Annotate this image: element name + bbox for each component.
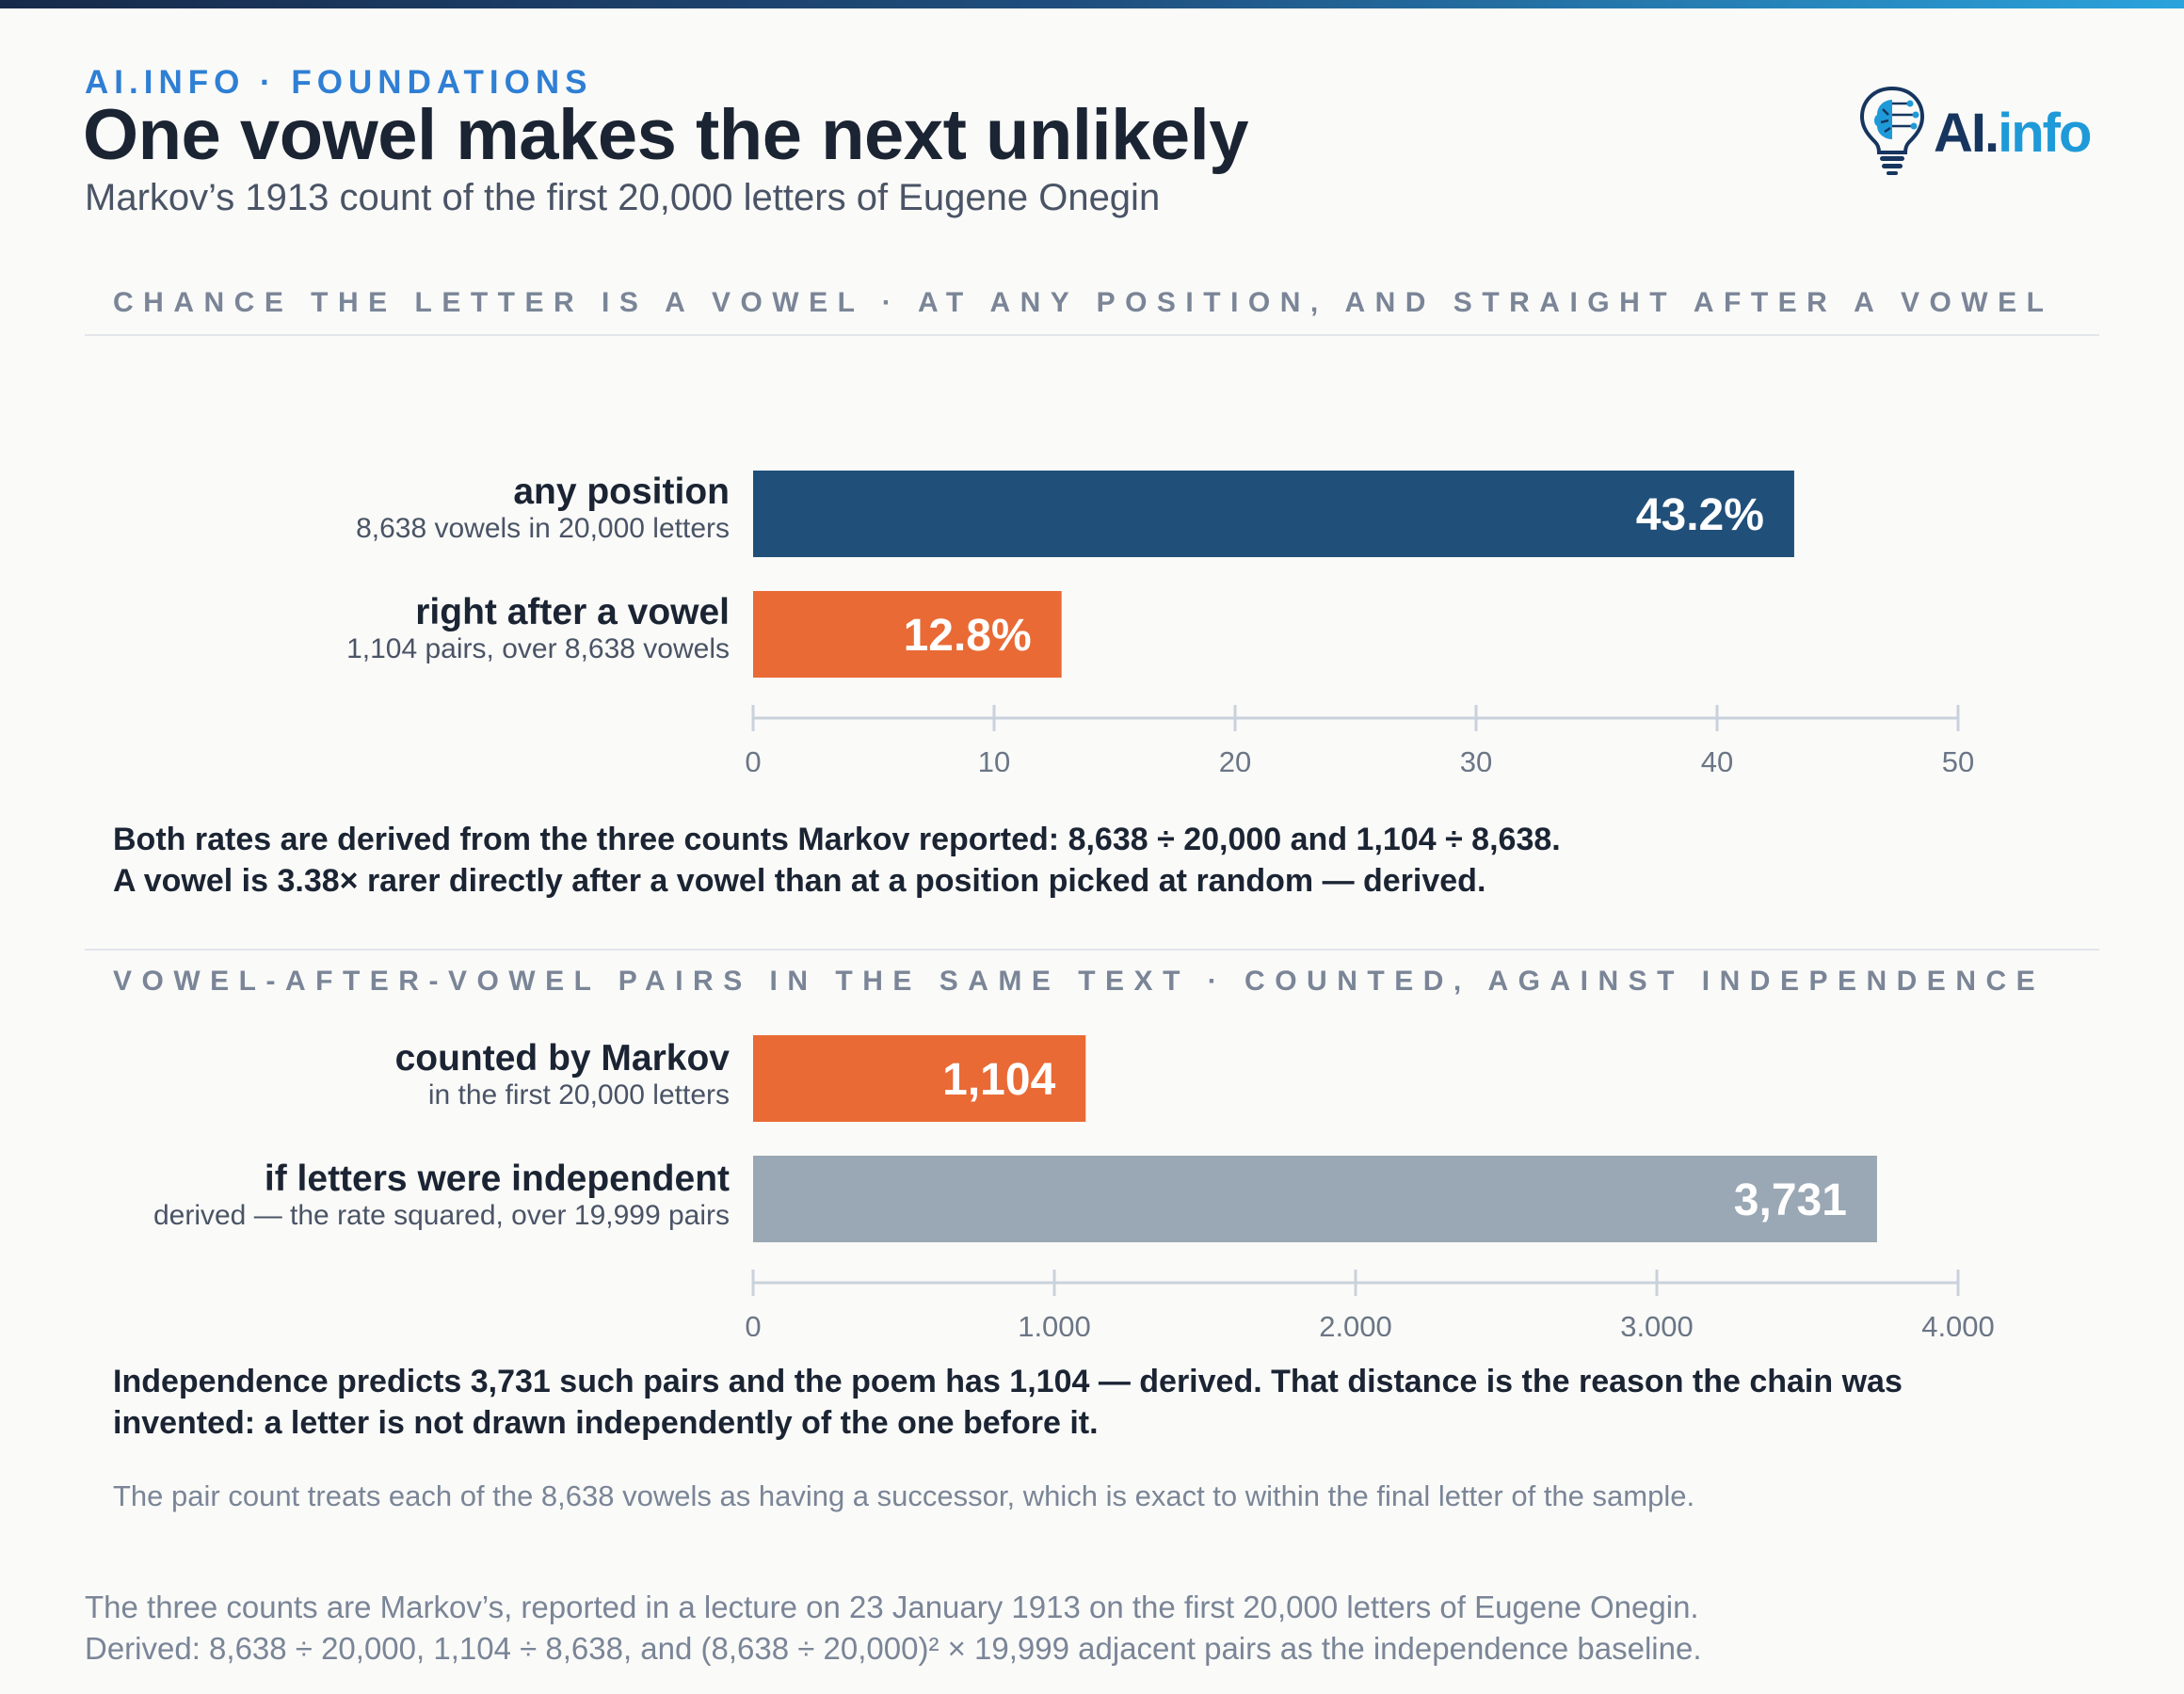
- row-label-sub: 1,104 pairs, over 8,638 vowels: [346, 633, 730, 664]
- pairs-note: Independence predicts 3,731 such pairs a…: [113, 1364, 1903, 1441]
- section-heading-pairs: VOWEL-AFTER-VOWEL PAIRS IN THE SAME TEXT…: [113, 966, 2046, 997]
- lightbulb-brain-icon: [1859, 86, 1925, 175]
- page-title: One vowel makes the next unlikely: [83, 95, 1248, 175]
- row-label-main: counted by Markov: [394, 1038, 730, 1079]
- x-tick-label: 40: [1701, 745, 1733, 772]
- x-tick-label: 0: [745, 1310, 761, 1336]
- row-label-main: if letters were independent: [264, 1159, 730, 1199]
- bar-value-label: 3,731: [1734, 1175, 1847, 1225]
- row-label-sub: 8,638 vowels in 20,000 letters: [356, 513, 730, 544]
- bar-1: [753, 471, 1794, 557]
- x-tick-label: 50: [1942, 745, 1974, 772]
- vowel-rate-bar-chart: 43.2% 12.8% 0 10 20 30 40 50: [745, 471, 1974, 772]
- section-divider: [85, 334, 2099, 336]
- source-note: The three counts are Markov’s, reported …: [85, 1587, 1701, 1670]
- row-label-after-vowel: right after a vowel 1,104 pairs, over 8,…: [346, 593, 730, 666]
- x-tick-label: 10: [978, 745, 1010, 772]
- row-label-any-position: any position 8,638 vowels in 20,000 lett…: [356, 472, 730, 546]
- x-tick-label: 30: [1460, 745, 1492, 772]
- kicker: AI.INFO · FOUNDATIONS: [85, 64, 593, 101]
- bar-value-label: 12.8%: [904, 611, 1032, 661]
- row-label-main: right after a vowel: [415, 592, 730, 632]
- x-tick-label: 4,000: [1921, 1310, 1995, 1336]
- bar-1: [753, 1035, 1086, 1122]
- pair-count-bar-chart: 1,104 3,731 0 1,000 2,000 3,000 4,000: [745, 1035, 1995, 1336]
- x-tick-label: 0: [745, 745, 761, 772]
- ai-info-logo: AI.info: [1855, 83, 2109, 177]
- top-accent-bar: [0, 0, 2184, 8]
- source-line1: The three counts are Markov’s, reported …: [85, 1590, 1699, 1624]
- rates-note: Both rates are derived from the three co…: [113, 819, 1996, 902]
- bar-2: [753, 1156, 1877, 1242]
- rates-note-line2: A vowel is 3.38× rarer directly after a …: [113, 863, 1486, 899]
- row-label-counted: counted by Markov in the first 20,000 le…: [395, 1039, 730, 1112]
- row-label-independent: if letters were independent derived — th…: [153, 1159, 730, 1233]
- bar-value-label: 1,104: [942, 1055, 1055, 1105]
- x-tick-label: 2,000: [1319, 1310, 1392, 1336]
- footnote: The pair count treats each of the 8,638 …: [113, 1479, 1695, 1512]
- bar-2: [753, 591, 1062, 678]
- x-tick-label: 20: [1219, 745, 1251, 772]
- x-tick-label: 1,000: [1018, 1310, 1091, 1336]
- rates-note-line1: Both rates are derived from the three co…: [113, 822, 1561, 857]
- bar-value-label: 43.2%: [1636, 490, 1764, 540]
- section-divider: [85, 949, 2099, 951]
- logo-wordmark: AI.info: [1934, 102, 2092, 165]
- x-tick-label: 3,000: [1620, 1310, 1694, 1336]
- section-heading-vowel-chance: CHANCE THE LETTER IS A VOWEL · AT ANY PO…: [113, 287, 2054, 318]
- page-subtitle: Markov’s 1913 count of the first 20,000 …: [85, 177, 1161, 218]
- logo-ai-text: AI.: [1934, 103, 1999, 164]
- row-label-sub: derived — the rate squared, over 19,999 …: [153, 1200, 730, 1231]
- row-label-sub: in the first 20,000 letters: [427, 1079, 730, 1111]
- row-label-main: any position: [513, 471, 730, 512]
- logo-info-text: info: [1998, 103, 2092, 164]
- source-line2: Derived: 8,638 ÷ 20,000, 1,104 ÷ 8,638, …: [85, 1631, 1702, 1666]
